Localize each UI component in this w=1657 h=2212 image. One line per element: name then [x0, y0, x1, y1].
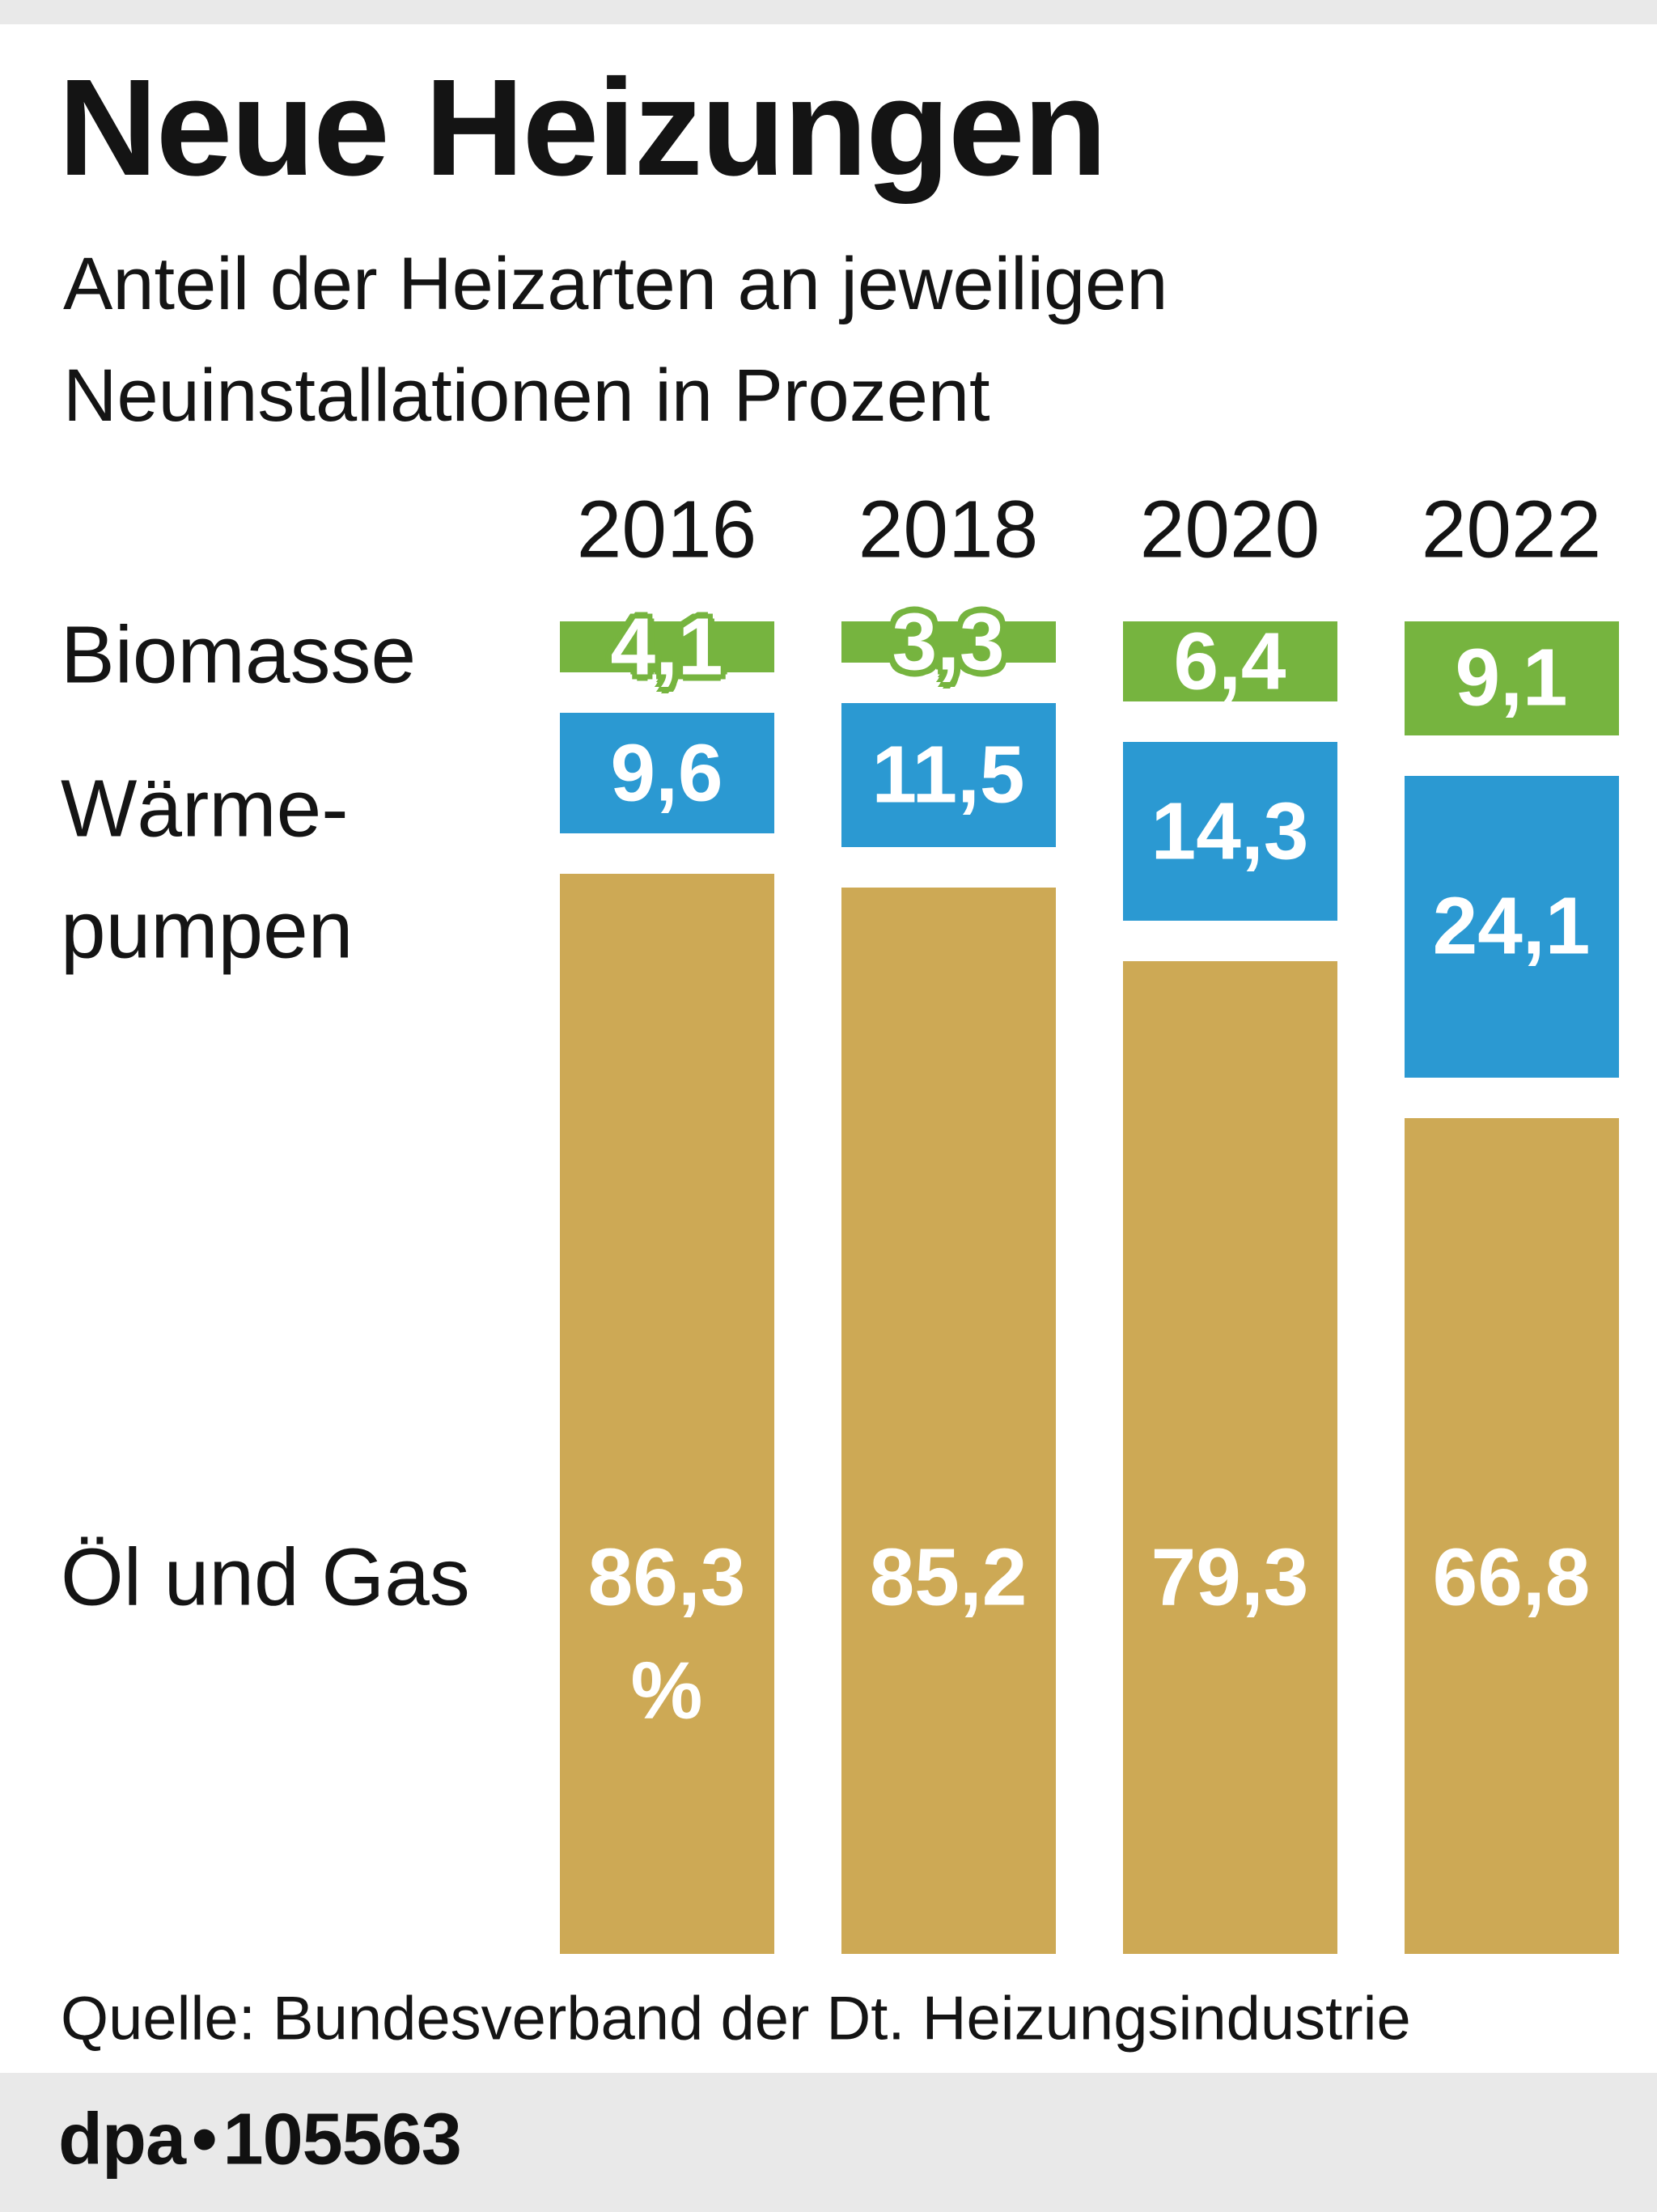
footer-credit: dpa•105563: [58, 2099, 462, 2182]
row-label-waermepumpen-line1: Wärme-: [61, 763, 349, 854]
bar-oel-und-gas-2018: [841, 887, 1056, 1954]
chart-subtitle: Anteil der Heizarten an jeweiligen Neuin…: [63, 228, 1168, 451]
footer-gray-strip: [0, 2073, 1657, 2212]
dpa-logo: dpa: [58, 2099, 186, 2180]
value-label-waermepumpen-2018: 11,5: [871, 729, 1025, 820]
bar-waermepumpen-2016: [559, 713, 774, 833]
row-label-biomasse: Biomasse: [61, 609, 417, 701]
value-label-biomasse-2022: 9,1: [1455, 632, 1568, 723]
value-label-oel-und-gas-2016: 86,3: [587, 1532, 746, 1623]
row-label-oel-und-gas: Öl und Gas: [61, 1532, 470, 1623]
bar-oel-und-gas-2022: [1404, 1117, 1619, 1954]
year-label-2018: 2018: [858, 484, 1039, 575]
bar-biomasse-2020: [1122, 621, 1337, 701]
row-label-waermepumpen-line2: pumpen: [61, 884, 354, 976]
source-line: Quelle: Bundesverband der Dt. Heizungsin…: [61, 1984, 1411, 2053]
bar-waermepumpen-2020: [1122, 742, 1337, 922]
chart-subtitle-line2: Neuinstallationen in Prozent: [63, 354, 990, 437]
bar-oel-und-gas-2020: [1122, 961, 1337, 1954]
bar-waermepumpen-2018: [841, 703, 1056, 847]
top-gray-strip: [0, 0, 1657, 24]
bar-waermepumpen-2022: [1404, 775, 1619, 1078]
chart-subtitle-line1: Anteil der Heizarten an jeweiligen: [63, 243, 1168, 325]
graphic-id: 105563: [222, 2099, 462, 2180]
bar-biomasse-2022: [1404, 621, 1619, 735]
value-label-oel-und-gas-2018: 85,2: [869, 1532, 1028, 1623]
value-label-oel-und-gas-2022: 66,8: [1432, 1532, 1591, 1623]
value-label-biomasse-2020: 6,4: [1173, 616, 1286, 706]
value-label-waermepumpen-2016: 9,6: [610, 727, 723, 819]
year-label-2022: 2022: [1421, 484, 1602, 575]
value-label-biomasse-2016: 4,1: [610, 601, 723, 693]
bar-biomasse-2016: [559, 621, 774, 673]
bar-oel-und-gas-2016: [559, 873, 774, 1954]
bar-biomasse-2018: [841, 621, 1056, 663]
value-unit-label-2016: %: [630, 1645, 703, 1736]
year-label-2020: 2020: [1139, 484, 1320, 575]
year-label-2016: 2016: [576, 484, 757, 575]
value-label-oel-und-gas-2020: 79,3: [1151, 1532, 1309, 1623]
value-label-waermepumpen-2020: 14,3: [1151, 786, 1309, 877]
footer-bullet-separator: •: [192, 2099, 218, 2180]
page-title: Neue Heizungen: [58, 51, 1107, 205]
value-label-waermepumpen-2022: 24,1: [1432, 880, 1591, 972]
value-label-biomasse-2018: 3,3: [892, 596, 1005, 688]
